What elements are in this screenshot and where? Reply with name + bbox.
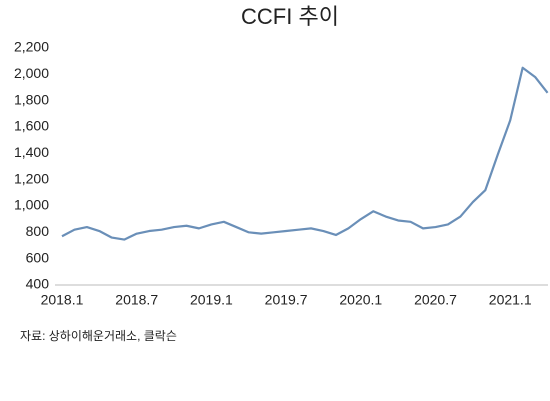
y-tick-label: 1,400 bbox=[14, 144, 49, 160]
line bbox=[61, 66, 549, 241]
y-tick-label: 800 bbox=[26, 223, 50, 239]
x-tick-label: 2020.7 bbox=[414, 292, 457, 308]
x-tick-label: 2018.7 bbox=[115, 292, 158, 308]
source: 자료: 상하이해운거래소, 클락슨 bbox=[20, 329, 177, 343]
x-tick-label: 2018.1 bbox=[41, 292, 84, 308]
y-tick-label: 600 bbox=[26, 249, 50, 265]
y-tick-label: 2,000 bbox=[14, 65, 49, 81]
y-tick-label: 1,800 bbox=[14, 91, 49, 107]
y-tick-label: 1,600 bbox=[14, 118, 49, 134]
x-tick-label: 2019.7 bbox=[265, 292, 308, 308]
y-tick-label: 400 bbox=[26, 276, 50, 292]
x-tick-label: 2021.1 bbox=[489, 292, 532, 308]
y-tick-label: 1,200 bbox=[14, 170, 49, 186]
y-tick-label: 2,200 bbox=[14, 39, 49, 55]
chart-title: CCFI 추이 bbox=[241, 4, 339, 29]
y-tick-label: 1,000 bbox=[14, 197, 49, 213]
x-tick-label: 2020.1 bbox=[339, 292, 382, 308]
x-tick-label: 2019.1 bbox=[190, 292, 233, 308]
